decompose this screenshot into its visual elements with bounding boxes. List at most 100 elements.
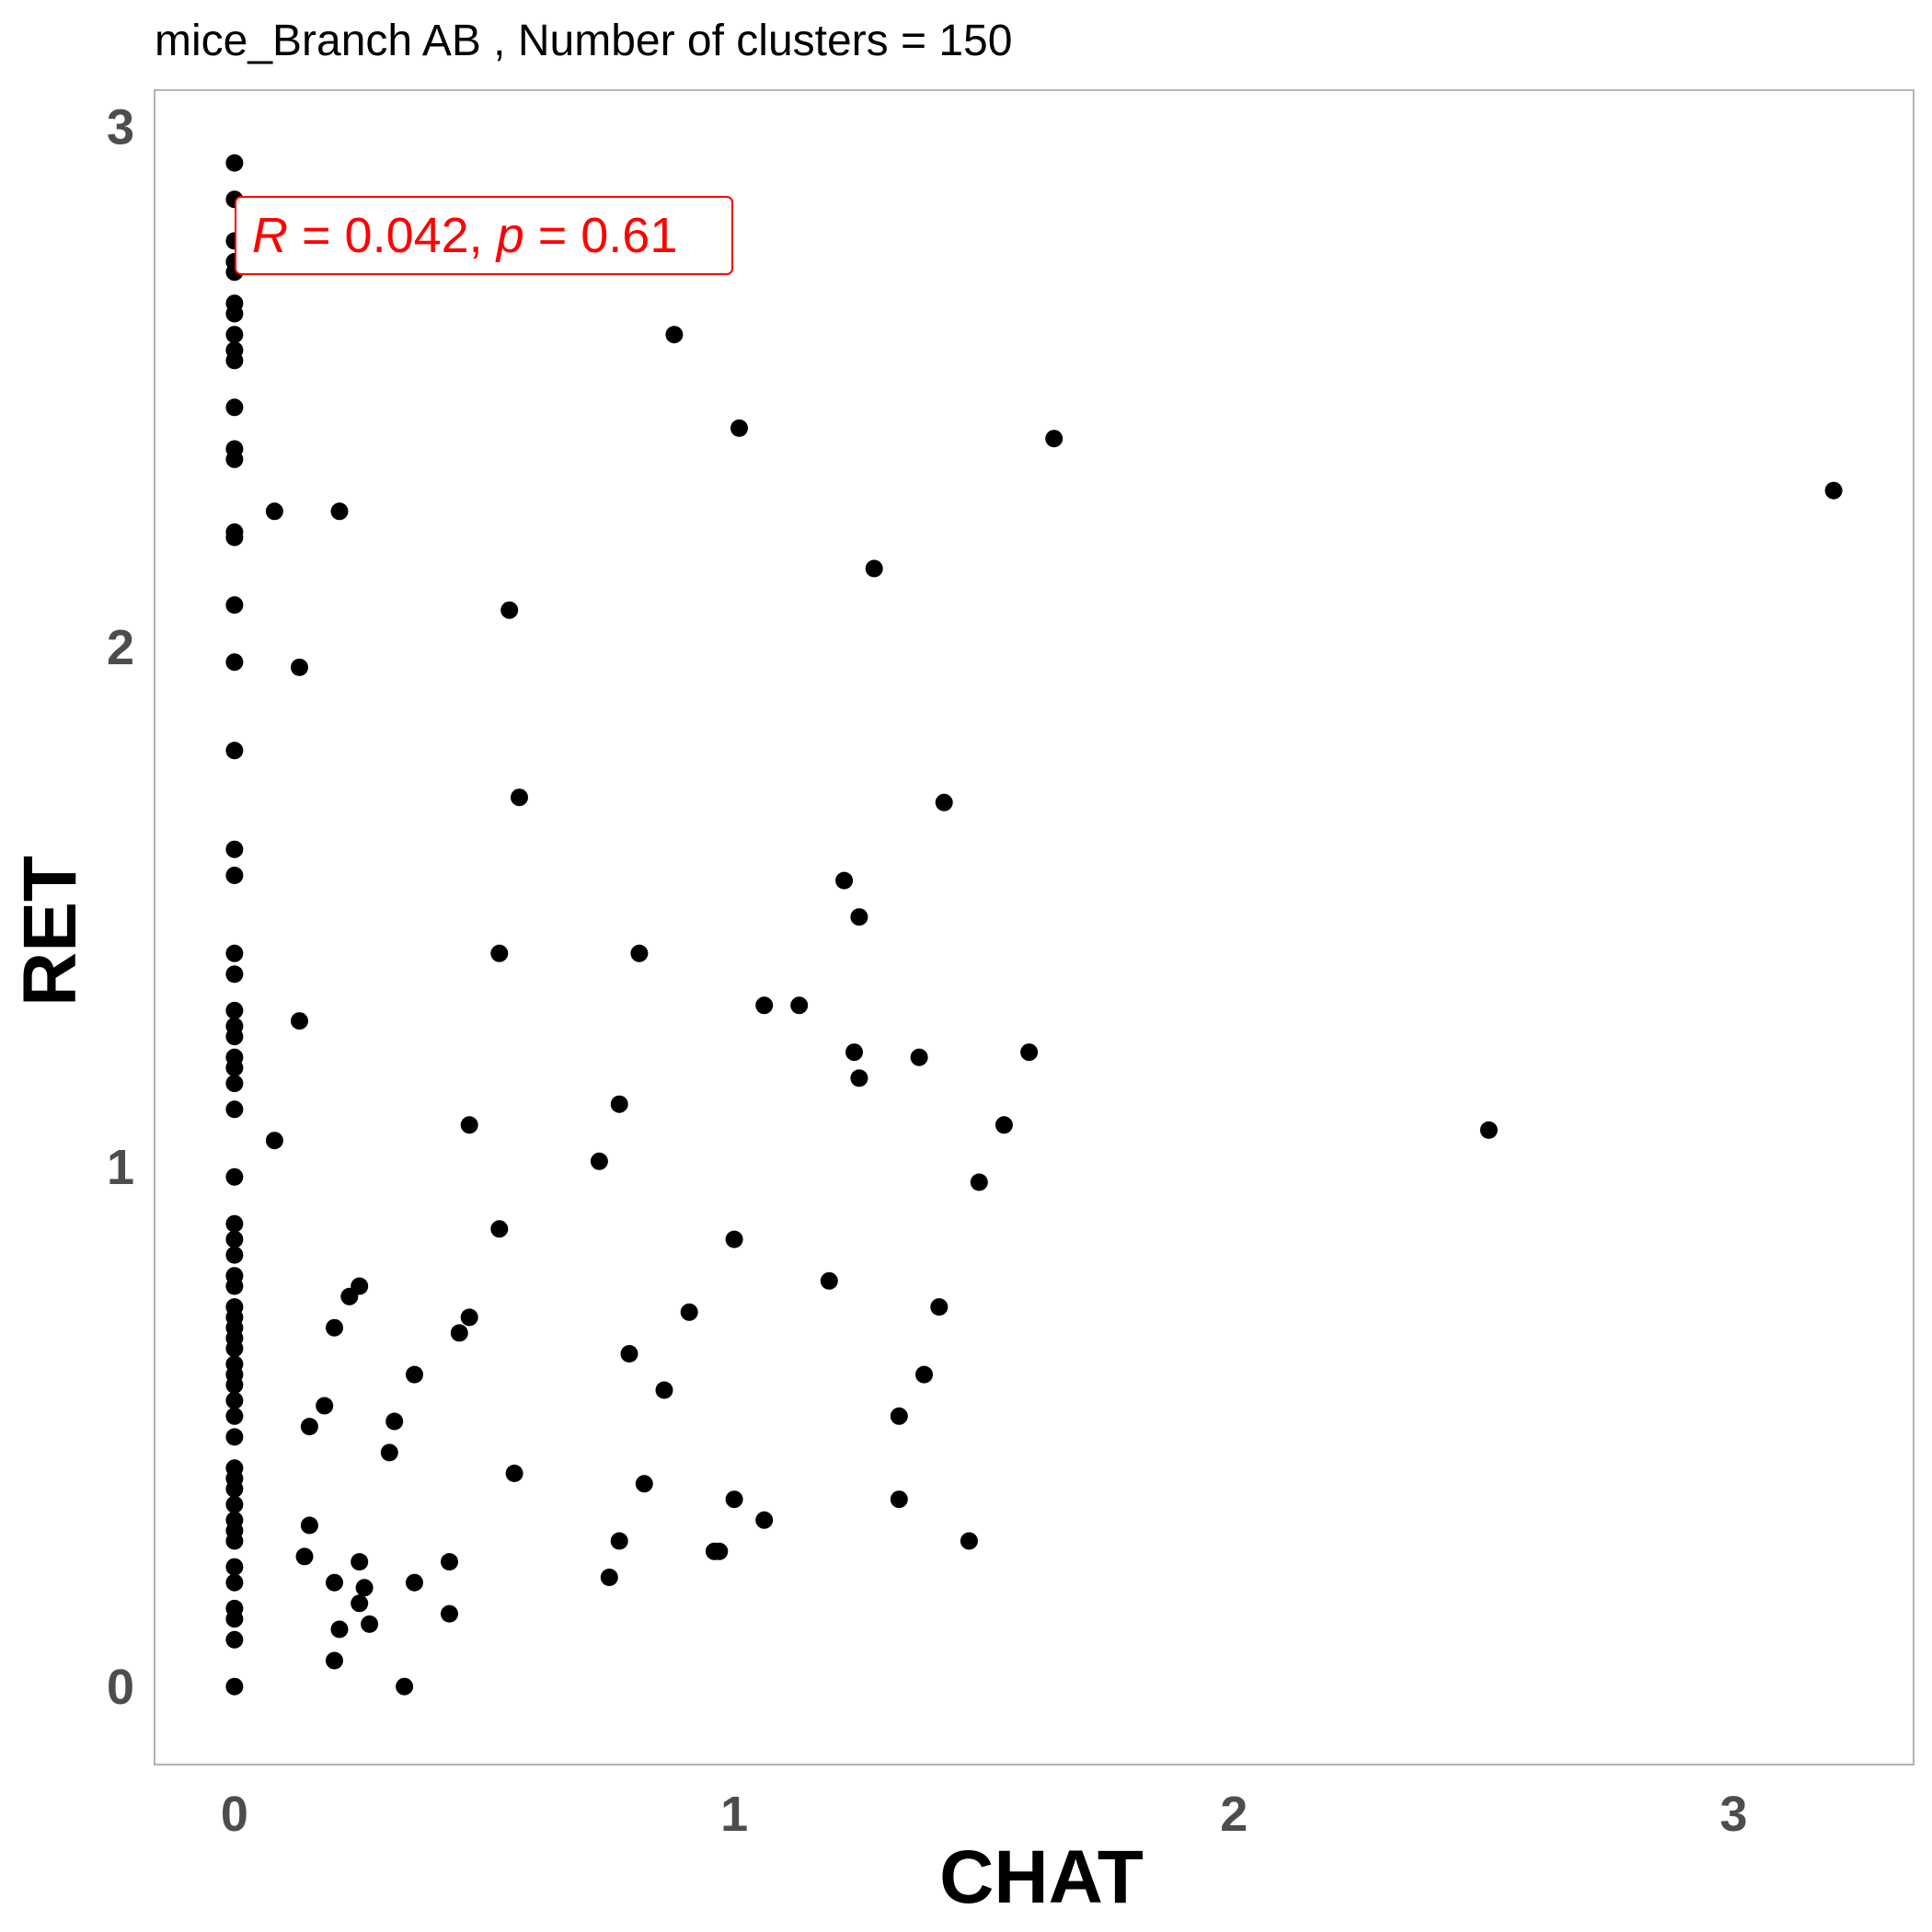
data-point [351,1553,369,1571]
data-point [225,1610,244,1628]
data-point [300,1516,318,1535]
data-point [655,1381,673,1399]
data-point [890,1490,908,1509]
data-point [316,1397,334,1415]
data-point [225,1246,244,1264]
data-point [225,1558,244,1576]
data-point [225,1532,244,1550]
data-point [225,1167,244,1186]
data-point [361,1615,379,1633]
data-point [915,1365,933,1384]
y-axis-ticks: 0 1 2 3 [107,100,134,1716]
data-point [225,1630,244,1649]
data-point [460,1116,478,1134]
data-point [460,1308,478,1327]
data-point [225,1375,244,1394]
data-point [1824,481,1843,500]
data-point [441,1553,458,1571]
y-tick-label: 0 [107,1660,134,1715]
data-point [610,1095,628,1113]
data-point [725,1490,743,1509]
data-point [265,1132,283,1150]
data-point [225,1407,244,1425]
x-tick-label: 2 [1220,1787,1248,1842]
x-tick-label: 1 [720,1787,748,1842]
data-point [635,1475,653,1493]
data-point [1479,1121,1498,1139]
y-tick-label: 1 [107,1140,134,1195]
data-point [406,1573,423,1592]
data-point [225,1075,244,1093]
data-point [630,944,649,962]
data-point [225,305,244,323]
y-tick-label: 3 [107,100,134,155]
data-point [755,996,774,1015]
chart-title: mice_Branch AB , Number of clusters = 15… [155,17,1012,65]
data-point [225,351,244,370]
x-tick-label: 0 [221,1787,248,1842]
data-point [291,1012,308,1030]
data-point [600,1569,618,1586]
data-point [225,1428,244,1446]
data-point [225,1573,244,1592]
y-axis-title: RET [8,856,92,1006]
data-point [225,742,244,760]
p-symbol: p [495,208,524,263]
data-point [225,1391,244,1409]
data-point [680,1303,698,1321]
data-point [330,502,349,521]
data-point [850,1069,868,1087]
r-symbol: R [252,208,288,263]
data-point [265,502,283,521]
data-point [620,1345,638,1363]
r-value: = 0.042, [288,208,497,263]
data-point [225,1277,244,1295]
data-point [590,1152,608,1170]
data-point [725,1230,743,1248]
data-point [225,450,244,468]
data-point [225,154,244,172]
data-point [930,1298,949,1317]
data-point [995,1116,1013,1134]
data-point [225,1340,244,1358]
p-value: = 0.61 [524,208,678,263]
x-tick-label: 3 [1719,1787,1747,1842]
data-point [225,596,244,615]
data-point [505,1465,523,1482]
data-point [225,867,244,884]
data-point [291,658,308,676]
data-point [351,1594,369,1613]
data-point [225,944,244,962]
data-point [850,908,868,926]
data-point [326,1573,343,1592]
data-point [835,871,854,890]
data-point [820,1271,838,1290]
correlation-label-box [235,196,733,275]
data-point [396,1677,414,1696]
data-point [790,996,809,1015]
data-point [225,965,244,983]
data-point [865,559,883,578]
data-point [225,1001,244,1019]
data-point [710,1542,729,1560]
data-point [910,1048,928,1066]
data-point [406,1365,423,1384]
data-point [225,398,244,417]
data-point [351,1277,369,1295]
data-point [610,1532,628,1550]
data-point [330,1620,349,1639]
data-point [730,419,748,437]
data-point [225,653,244,672]
data-point [225,1214,244,1233]
data-point [960,1532,978,1550]
data-point [845,1043,863,1062]
plot-panel-border [154,89,1915,1765]
data-point [1045,430,1064,448]
data-point [970,1173,988,1191]
data-point [225,1677,244,1696]
data-point [890,1407,908,1425]
data-point [225,1100,244,1119]
data-point [380,1443,398,1462]
data-point [500,601,519,619]
